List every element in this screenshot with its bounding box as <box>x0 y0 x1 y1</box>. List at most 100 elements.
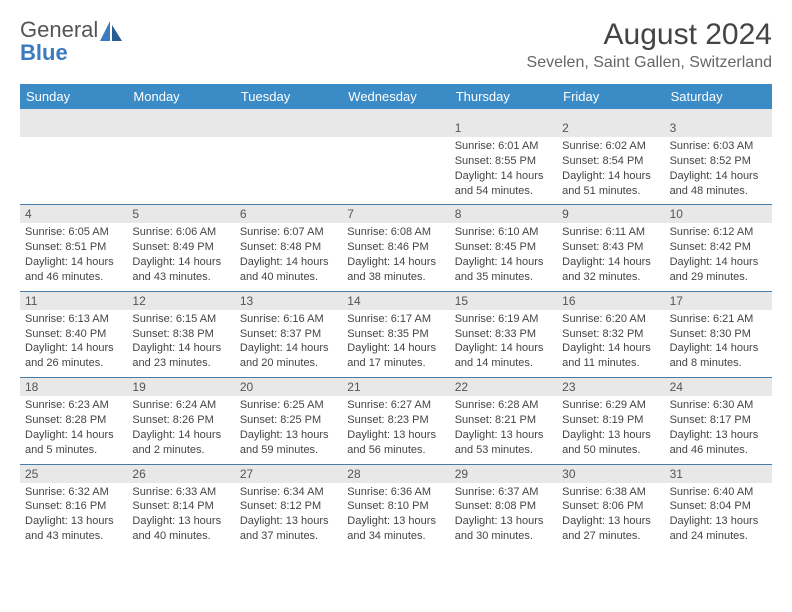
sunrise-text: Sunrise: 6:02 AM <box>562 139 659 154</box>
daylight-text: Daylight: 13 hours and 34 minutes. <box>347 514 444 544</box>
daylight-text: Daylight: 13 hours and 43 minutes. <box>25 514 122 544</box>
weekday-header: Thursday <box>450 84 557 109</box>
day-number-cell: 22 <box>450 378 557 396</box>
daylight-text: Daylight: 13 hours and 27 minutes. <box>562 514 659 544</box>
sunrise-text: Sunrise: 6:15 AM <box>132 312 229 327</box>
day-info-cell: Sunrise: 6:38 AMSunset: 8:06 PMDaylight:… <box>557 483 664 550</box>
sunset-text: Sunset: 8:12 PM <box>240 499 337 514</box>
sunset-text: Sunset: 8:54 PM <box>562 154 659 169</box>
day-number-cell: 8 <box>450 205 557 223</box>
day-info-cell <box>20 137 127 204</box>
daylight-text: Daylight: 14 hours and 8 minutes. <box>670 341 767 371</box>
daylight-text: Daylight: 14 hours and 51 minutes. <box>562 169 659 199</box>
day-number-row: 11121314151617 <box>20 291 772 310</box>
sunset-text: Sunset: 8:45 PM <box>455 240 552 255</box>
day-number-cell: 9 <box>557 205 664 223</box>
day-number-cell: 2 <box>557 119 664 137</box>
sunset-text: Sunset: 8:17 PM <box>670 413 767 428</box>
sunset-text: Sunset: 8:28 PM <box>25 413 122 428</box>
daylight-text: Daylight: 14 hours and 48 minutes. <box>670 169 767 199</box>
logo-text-block: General Blue <box>20 18 124 65</box>
daylight-text: Daylight: 14 hours and 54 minutes. <box>455 169 552 199</box>
sunset-text: Sunset: 8:49 PM <box>132 240 229 255</box>
sunrise-text: Sunrise: 6:16 AM <box>240 312 337 327</box>
sunrise-text: Sunrise: 6:12 AM <box>670 225 767 240</box>
sunset-text: Sunset: 8:30 PM <box>670 327 767 342</box>
sunset-text: Sunset: 8:52 PM <box>670 154 767 169</box>
sunset-text: Sunset: 8:55 PM <box>455 154 552 169</box>
day-number-cell: 6 <box>235 205 342 223</box>
sunset-text: Sunset: 8:33 PM <box>455 327 552 342</box>
sunset-text: Sunset: 8:42 PM <box>670 240 767 255</box>
sunrise-text: Sunrise: 6:24 AM <box>132 398 229 413</box>
day-info-cell: Sunrise: 6:07 AMSunset: 8:48 PMDaylight:… <box>235 223 342 290</box>
sunset-text: Sunset: 8:46 PM <box>347 240 444 255</box>
day-info-cell: Sunrise: 6:19 AMSunset: 8:33 PMDaylight:… <box>450 310 557 377</box>
day-info-row: Sunrise: 6:32 AMSunset: 8:16 PMDaylight:… <box>20 483 772 550</box>
sunset-text: Sunset: 8:25 PM <box>240 413 337 428</box>
day-number-cell: 3 <box>665 119 772 137</box>
day-number-cell: 5 <box>127 205 234 223</box>
day-number-cell: 10 <box>665 205 772 223</box>
sunrise-text: Sunrise: 6:11 AM <box>562 225 659 240</box>
sunset-text: Sunset: 8:08 PM <box>455 499 552 514</box>
daylight-text: Daylight: 14 hours and 2 minutes. <box>132 428 229 458</box>
day-info-cell <box>342 137 449 204</box>
title-block: August 2024 Sevelen, Saint Gallen, Switz… <box>527 18 772 72</box>
day-info-row: Sunrise: 6:13 AMSunset: 8:40 PMDaylight:… <box>20 310 772 377</box>
sunrise-text: Sunrise: 6:40 AM <box>670 485 767 500</box>
day-info-cell: Sunrise: 6:24 AMSunset: 8:26 PMDaylight:… <box>127 396 234 463</box>
logo-word-blue: Blue <box>20 40 68 65</box>
sunset-text: Sunset: 8:16 PM <box>25 499 122 514</box>
day-number-cell: 7 <box>342 205 449 223</box>
day-info-cell: Sunrise: 6:28 AMSunset: 8:21 PMDaylight:… <box>450 396 557 463</box>
sunrise-text: Sunrise: 6:29 AM <box>562 398 659 413</box>
sunrise-text: Sunrise: 6:06 AM <box>132 225 229 240</box>
day-number-cell: 24 <box>665 378 772 396</box>
weekday-header-row: Sunday Monday Tuesday Wednesday Thursday… <box>20 84 772 109</box>
sunrise-text: Sunrise: 6:25 AM <box>240 398 337 413</box>
day-info-cell: Sunrise: 6:32 AMSunset: 8:16 PMDaylight:… <box>20 483 127 550</box>
day-number-cell: 14 <box>342 292 449 310</box>
weekday-header: Saturday <box>665 84 772 109</box>
day-info-row: Sunrise: 6:23 AMSunset: 8:28 PMDaylight:… <box>20 396 772 463</box>
sunrise-text: Sunrise: 6:28 AM <box>455 398 552 413</box>
day-info-cell: Sunrise: 6:17 AMSunset: 8:35 PMDaylight:… <box>342 310 449 377</box>
daylight-text: Daylight: 14 hours and 29 minutes. <box>670 255 767 285</box>
sunrise-text: Sunrise: 6:34 AM <box>240 485 337 500</box>
daylight-text: Daylight: 13 hours and 53 minutes. <box>455 428 552 458</box>
day-info-cell: Sunrise: 6:40 AMSunset: 8:04 PMDaylight:… <box>665 483 772 550</box>
day-info-row: Sunrise: 6:01 AMSunset: 8:55 PMDaylight:… <box>20 137 772 204</box>
day-info-cell: Sunrise: 6:34 AMSunset: 8:12 PMDaylight:… <box>235 483 342 550</box>
sunset-text: Sunset: 8:48 PM <box>240 240 337 255</box>
sunset-text: Sunset: 8:43 PM <box>562 240 659 255</box>
day-number-cell: 31 <box>665 465 772 483</box>
day-info-cell: Sunrise: 6:16 AMSunset: 8:37 PMDaylight:… <box>235 310 342 377</box>
page-header: General Blue August 2024 Sevelen, Saint … <box>20 18 772 72</box>
day-number-cell: 28 <box>342 465 449 483</box>
day-number-cell: 21 <box>342 378 449 396</box>
logo-word-general: General <box>20 18 98 41</box>
sunrise-text: Sunrise: 6:30 AM <box>670 398 767 413</box>
day-number-row: 18192021222324 <box>20 377 772 396</box>
sunset-text: Sunset: 8:40 PM <box>25 327 122 342</box>
sunrise-text: Sunrise: 6:21 AM <box>670 312 767 327</box>
weekday-header: Monday <box>127 84 234 109</box>
day-info-cell: Sunrise: 6:03 AMSunset: 8:52 PMDaylight:… <box>665 137 772 204</box>
daylight-text: Daylight: 13 hours and 37 minutes. <box>240 514 337 544</box>
day-info-cell: Sunrise: 6:23 AMSunset: 8:28 PMDaylight:… <box>20 396 127 463</box>
day-info-cell <box>127 137 234 204</box>
sunset-text: Sunset: 8:10 PM <box>347 499 444 514</box>
day-info-cell: Sunrise: 6:13 AMSunset: 8:40 PMDaylight:… <box>20 310 127 377</box>
daylight-text: Daylight: 14 hours and 14 minutes. <box>455 341 552 371</box>
day-number-cell <box>20 119 127 137</box>
day-info-row: Sunrise: 6:05 AMSunset: 8:51 PMDaylight:… <box>20 223 772 290</box>
month-title: August 2024 <box>527 18 772 52</box>
day-info-cell: Sunrise: 6:20 AMSunset: 8:32 PMDaylight:… <box>557 310 664 377</box>
sunset-text: Sunset: 8:38 PM <box>132 327 229 342</box>
day-number-cell <box>235 119 342 137</box>
calendar-grid: Sunday Monday Tuesday Wednesday Thursday… <box>20 84 772 550</box>
day-number-cell: 25 <box>20 465 127 483</box>
day-info-cell: Sunrise: 6:15 AMSunset: 8:38 PMDaylight:… <box>127 310 234 377</box>
daylight-text: Daylight: 14 hours and 20 minutes. <box>240 341 337 371</box>
